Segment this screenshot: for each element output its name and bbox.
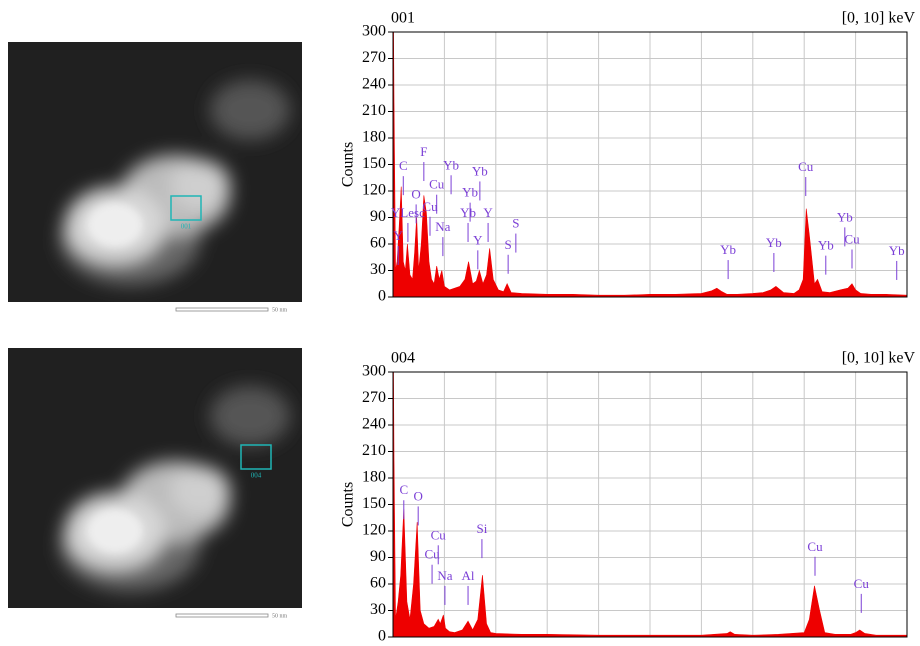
peak-label: Yb <box>837 209 853 224</box>
y-tick-label: 60 <box>370 235 386 252</box>
y-tick-label: 210 <box>362 442 386 459</box>
peak-label: Cu <box>854 576 870 591</box>
peak-label: Cu <box>807 539 823 554</box>
micrograph <box>8 42 302 302</box>
peak-label: Yb <box>443 157 459 172</box>
y-axis-label: Counts <box>340 482 357 527</box>
peak-label: Y <box>483 205 493 220</box>
spectrum-area <box>393 372 907 637</box>
peak-label: Cu <box>431 527 447 542</box>
y-tick-label: 90 <box>370 208 386 225</box>
y-tick-label: 120 <box>362 522 386 539</box>
peak-label: Y <box>393 228 403 243</box>
peak-label: Yb <box>720 242 736 257</box>
y-axis-label: Counts <box>340 142 357 187</box>
y-tick-label: 150 <box>362 155 386 172</box>
y-tick-label: 90 <box>370 548 386 565</box>
peak-label: Yb <box>462 185 478 200</box>
peak-label: YLesc <box>391 205 425 220</box>
y-tick-label: 180 <box>362 129 386 146</box>
spectrum-chart: 0 30 60 90 120 150 180 210 240 270 300 C O Cu Cu Na Al Si… <box>340 350 916 645</box>
peak-label: Cu <box>422 199 438 214</box>
y-tick-label: 180 <box>362 469 386 486</box>
peak-label: S <box>505 237 512 252</box>
plot-frame <box>392 371 908 638</box>
scale-bar <box>175 613 269 618</box>
peak-label: Cu <box>429 177 445 192</box>
y-tick-label: 30 <box>370 601 386 618</box>
y-tick-label: 120 <box>362 182 386 199</box>
peak-label: Y <box>473 232 483 247</box>
y-tick-label: 270 <box>362 49 386 66</box>
peak-label: O <box>411 186 420 201</box>
peak-label: Na <box>435 219 450 234</box>
peak-label: Yb <box>460 205 476 220</box>
region-box <box>170 195 202 221</box>
chart-title: 004 <box>391 350 415 367</box>
y-tick-label: 300 <box>362 363 386 380</box>
peak-label: Yb <box>766 235 782 250</box>
y-tick-label: 150 <box>362 495 386 512</box>
y-tick-label: 240 <box>362 76 386 93</box>
peak-label: Cu <box>424 547 440 562</box>
range-label: [0, 10] keV <box>842 10 916 27</box>
peak-label: C <box>399 482 408 497</box>
peak-label: Al <box>462 568 475 583</box>
peak-label: O <box>413 488 422 503</box>
peak-label: Yb <box>818 238 834 253</box>
peak-label: S <box>512 216 519 231</box>
peak-label: Cu <box>844 231 860 246</box>
region-label: 001 <box>181 223 192 231</box>
y-tick-label: 30 <box>370 261 386 278</box>
chart-title: 001 <box>391 10 415 27</box>
range-label: [0, 10] keV <box>842 350 916 367</box>
peak-label: Si <box>477 521 488 536</box>
y-tick-label: 300 <box>362 23 386 40</box>
scale-label: 50 nm <box>272 307 288 313</box>
plot-frame <box>392 31 908 298</box>
peak-label: F <box>420 144 427 159</box>
y-tick-label: 0 <box>378 288 386 305</box>
y-tick-label: 0 <box>378 628 386 645</box>
peak-label: Yb <box>889 243 905 258</box>
peak-label: Cu <box>798 159 814 174</box>
spectrum-chart: 0306090120150180210240270300YYLescCFOCuC… <box>340 10 916 305</box>
scale-label: 50 nm <box>272 613 288 619</box>
peak-label: Na <box>437 568 452 583</box>
peak-label: C <box>399 158 408 173</box>
scale-bar <box>175 307 269 312</box>
y-tick-label: 60 <box>370 575 386 592</box>
region-label: 004 <box>251 472 262 480</box>
y-tick-label: 270 <box>362 389 386 406</box>
region-box <box>240 444 272 470</box>
y-tick-label: 240 <box>362 416 386 433</box>
micrograph <box>8 348 302 608</box>
y-tick-label: 210 <box>362 102 386 119</box>
spectrum-area <box>393 32 907 297</box>
peak-label: Yb <box>472 163 488 178</box>
